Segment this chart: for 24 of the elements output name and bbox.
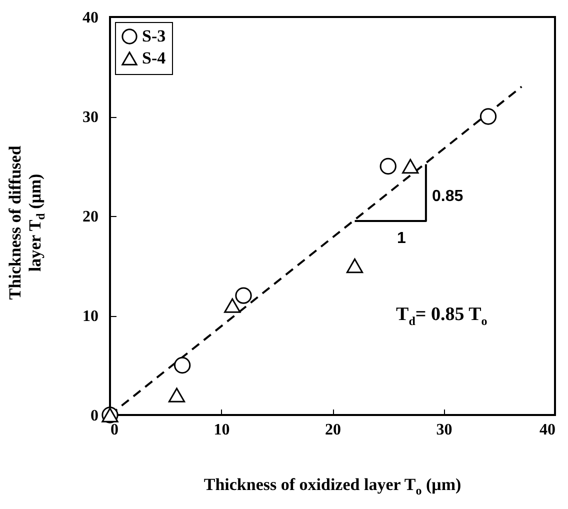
x-tick-label: 40 <box>540 422 556 438</box>
point <box>402 158 419 174</box>
x-tick-label: 30 <box>436 422 452 438</box>
x-tick-label: 20 <box>325 422 341 438</box>
x-axis-title: Thickness of oxidized layer T$_{o}$ (μm) <box>202 475 462 498</box>
y-tick-label: 40 <box>82 10 98 26</box>
x-tick-label: 0 <box>110 422 118 438</box>
annotation: 0.85 <box>432 188 464 206</box>
point <box>235 287 252 304</box>
point <box>168 388 186 402</box>
y-tick-label: 20 <box>82 208 98 226</box>
legend-label: S-3 <box>142 26 166 46</box>
y-tick-label: 10 <box>82 308 98 325</box>
annotation: T$_{d}$= 0.85 T$_{o}$ <box>396 304 488 329</box>
annotation: 1 <box>397 230 406 248</box>
x-tick-label: 10 <box>214 422 230 438</box>
legend-label: S-4 <box>142 48 166 68</box>
point <box>480 108 497 125</box>
point <box>224 298 241 313</box>
y-tick-label: 0 <box>90 408 98 424</box>
point <box>346 258 364 274</box>
y-tick-label: 30 <box>82 109 98 126</box>
point <box>174 356 191 374</box>
point <box>380 158 396 175</box>
